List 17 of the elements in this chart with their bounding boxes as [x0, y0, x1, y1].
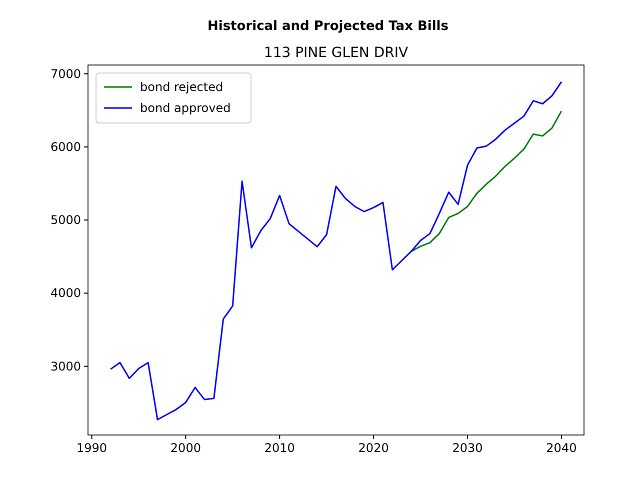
x-tick-label: 2020 — [358, 441, 389, 455]
line-series — [110, 81, 562, 420]
x-tick-label: 1990 — [76, 441, 108, 455]
chart-title: Historical and Projected Tax Bills — [207, 19, 449, 34]
x-tick-label: 2040 — [546, 441, 577, 455]
x-tick-label: 2010 — [264, 441, 295, 455]
y-tick-label: 5000 — [50, 213, 81, 228]
y-tick-label: 7000 — [50, 66, 81, 81]
x-tick-label: 2030 — [452, 441, 483, 455]
x-tick-label: 2000 — [170, 441, 201, 455]
y-tick-label: 6000 — [50, 140, 81, 154]
y-tick-label: 4000 — [50, 286, 81, 300]
legend-label: bond rejected — [140, 80, 224, 94]
chart-subtitle: 113 PINE GLEN DRIV — [264, 45, 408, 61]
y-tick-label: 3000 — [50, 359, 81, 374]
legend-label: bond approved — [140, 101, 231, 115]
line-series — [410, 110, 562, 252]
